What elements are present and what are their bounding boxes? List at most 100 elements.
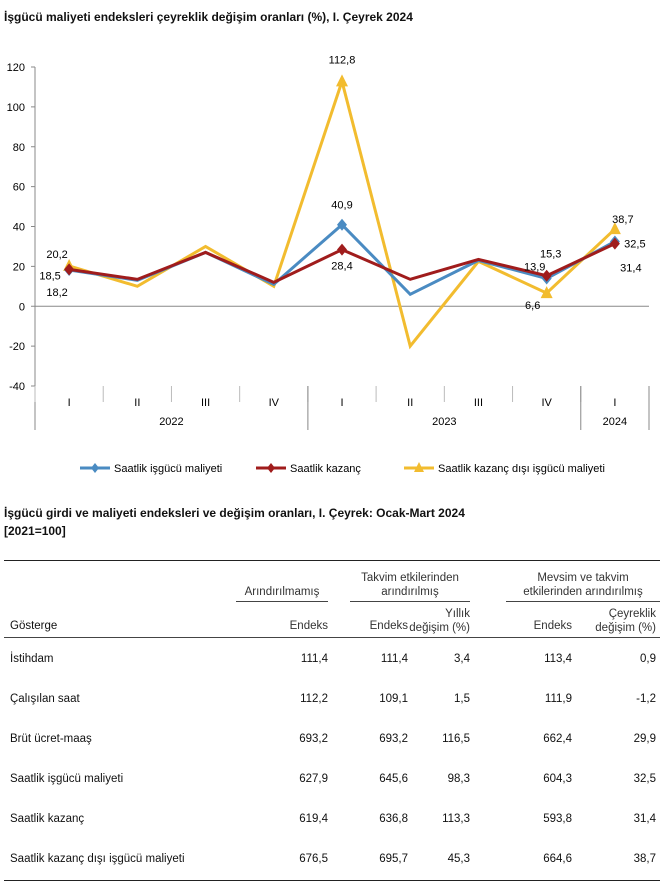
data-label: 18,5 [39, 270, 60, 282]
x-group-label: 2024 [603, 416, 627, 428]
table-base: [2021=100] [4, 524, 66, 538]
table-cell: 113,4 [544, 653, 572, 665]
table-cell: 38,7 [633, 853, 656, 865]
table-cell: 604,3 [543, 773, 572, 785]
table-cell: 693,2 [299, 733, 328, 745]
column-group-header: etkilerinden arındırılmış [523, 586, 643, 598]
table-cell: 0,9 [640, 653, 656, 665]
table-cell: 636,8 [379, 813, 408, 825]
x-group-label: 2023 [432, 416, 456, 428]
data-point [337, 218, 347, 231]
x-tick-label: III [201, 397, 210, 409]
column-header: değişim (%) [595, 622, 656, 634]
table-top-rule [4, 560, 660, 561]
data-label: 32,5 [624, 238, 645, 250]
table-bottom-rule [4, 880, 660, 881]
legend-marker [414, 462, 424, 472]
column-header: Yıllık [445, 608, 470, 620]
table-cell: -1,2 [636, 693, 656, 705]
table-cell: 111,4 [380, 653, 408, 665]
table-cell: 32,5 [633, 773, 656, 785]
series-line [68, 222, 616, 297]
column-header: değişim (%) [409, 622, 470, 634]
column-header: Çeyreklik [608, 608, 656, 620]
data-label: 31,4 [620, 263, 641, 275]
table-cell: 112,2 [300, 693, 328, 705]
x-tick-label: I [613, 397, 616, 409]
data-label: 13,9 [524, 262, 545, 274]
table-cell: 676,5 [299, 853, 328, 865]
y-tick-label: -40 [9, 381, 25, 393]
column-header: Endeks [533, 620, 572, 632]
y-tick-label: 20 [13, 261, 25, 273]
table-cell: 695,7 [379, 853, 408, 865]
x-tick-label: IV [269, 397, 280, 409]
x-group-label: 2022 [159, 416, 183, 428]
row-label: Saatlik işgücü maliyeti [10, 773, 124, 785]
column-group-header: Takvim etkilerinden [361, 572, 459, 584]
data-label: 40,9 [331, 200, 352, 212]
table-cell: 111,4 [300, 653, 328, 665]
group-underline [506, 601, 660, 602]
table-cell: 98,3 [447, 773, 470, 785]
data-label: 28,4 [331, 261, 352, 273]
legend-label: Saatlik kazanç [290, 463, 361, 475]
x-tick-label: IV [541, 397, 552, 409]
header-rule [4, 637, 660, 638]
table-cell: 664,6 [543, 853, 572, 865]
data-label: 112,8 [329, 54, 356, 66]
data-point [609, 237, 620, 250]
table-cell: 627,9 [299, 773, 328, 785]
column-header: Endeks [369, 620, 408, 632]
y-tick-label: 40 [13, 222, 25, 234]
x-tick-label: III [474, 397, 483, 409]
legend-marker [267, 463, 275, 473]
data-point [608, 222, 621, 235]
data-point [337, 243, 347, 256]
y-tick-label: 60 [13, 182, 25, 194]
table-title: İşgücü girdi ve maliyeti endeksleri ve d… [4, 506, 465, 520]
table-cell: 693,2 [379, 733, 408, 745]
y-tick-label: 0 [19, 301, 25, 313]
data-point [541, 269, 552, 282]
legend-label: Saatlik işgücü maliyeti [114, 463, 222, 475]
table-cell: 593,8 [543, 813, 572, 825]
group-underline [350, 601, 470, 602]
table-cell: 619,4 [299, 813, 328, 825]
table-cell: 662,4 [543, 733, 572, 745]
y-tick-label: 80 [13, 142, 25, 154]
table-cell: 113,3 [442, 813, 470, 825]
row-label: Brüt ücret-maaş [10, 733, 92, 745]
data-point [64, 263, 75, 276]
table-cell: 1,5 [454, 693, 470, 705]
table-cell: 31,4 [633, 813, 656, 825]
legend-marker [91, 463, 99, 473]
x-tick-label: II [134, 397, 140, 409]
data-label: 6,6 [525, 300, 540, 312]
data-label: 15,3 [540, 249, 561, 261]
table-cell: 3,4 [454, 653, 470, 665]
row-label: İstihdam [10, 653, 54, 665]
data-point [540, 286, 553, 299]
y-tick-label: 100 [7, 102, 25, 114]
table-cell: 645,6 [379, 773, 408, 785]
row-label: Çalışılan saat [10, 693, 80, 705]
legend-label: Saatlik kazanç dışı işgücü maliyeti [438, 463, 605, 475]
data-label: 20,2 [46, 249, 67, 261]
data-label: 18,2 [46, 287, 67, 299]
x-tick-label: I [68, 397, 71, 409]
row-label: Saatlik kazanç dışı işgücü maliyeti [10, 853, 185, 865]
column-group-header: arındırılmış [381, 586, 439, 598]
group-underline [236, 601, 328, 602]
column-header: Endeks [289, 620, 328, 632]
data-label: 38,7 [612, 214, 633, 226]
y-tick-label: 120 [7, 62, 25, 74]
x-tick-label: I [340, 397, 343, 409]
table-cell: 109,1 [379, 693, 408, 705]
column-group-header: Mevsim ve takvim [537, 572, 629, 584]
table-cell: 45,3 [447, 853, 470, 865]
x-tick-label: II [407, 397, 413, 409]
y-tick-label: -20 [9, 341, 25, 353]
data-point [336, 74, 348, 87]
